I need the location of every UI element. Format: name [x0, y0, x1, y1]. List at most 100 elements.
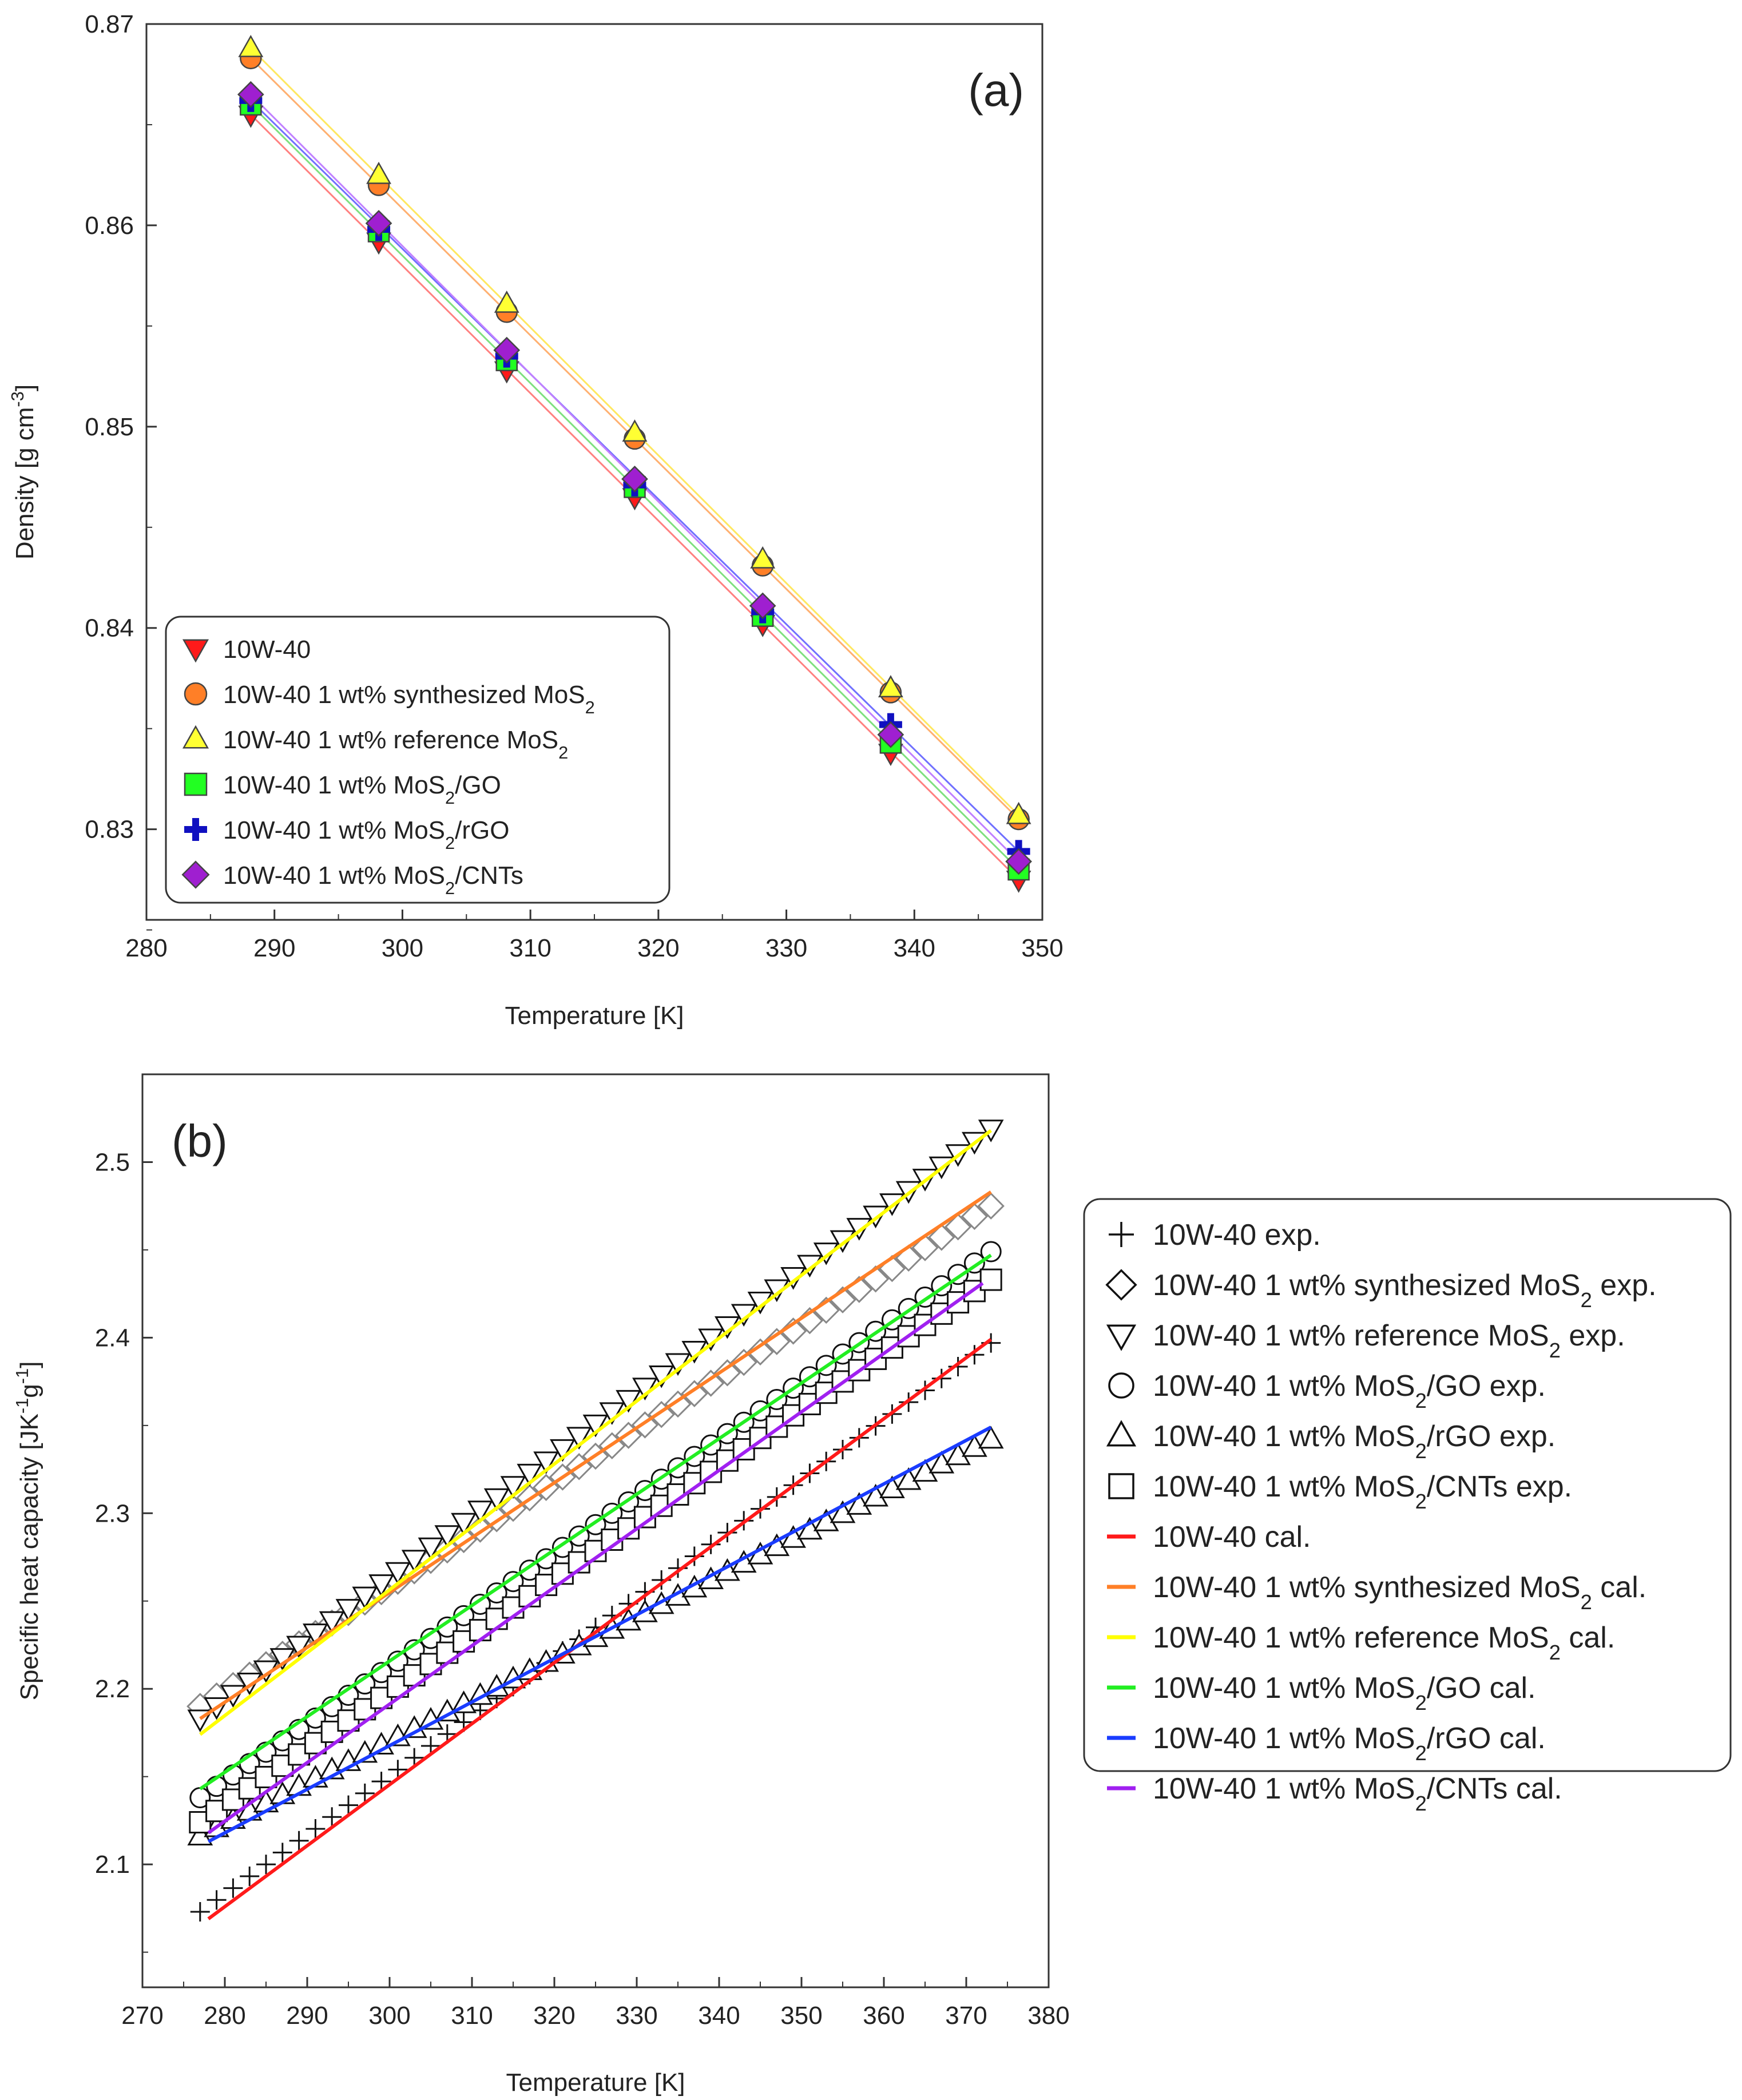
- x-tick-label: 300: [368, 2002, 410, 2030]
- data-point: [365, 210, 392, 237]
- data-point: [237, 81, 264, 108]
- data-point: [961, 1202, 989, 1230]
- legend-label: 10W-40 1 wt% reference MoS2: [223, 726, 568, 763]
- data-point: [190, 1902, 210, 1922]
- data-point: [697, 1369, 725, 1397]
- x-tick-label: 340: [698, 2002, 740, 2030]
- data-point: [319, 1611, 345, 1634]
- data-point: [305, 1819, 326, 1839]
- x-axis-title: Temperature [K]: [505, 1002, 684, 1030]
- data-point: [469, 1593, 491, 1615]
- legend-label: 10W-40 exp.: [1153, 1218, 1321, 1252]
- y-axis-title: Density [g cm-3]: [7, 384, 39, 559]
- data-point: [533, 1451, 559, 1474]
- legend-label: 10W-40 1 wt% synthesized MoS2 exp.: [1153, 1269, 1657, 1312]
- calc-line: [207, 1281, 984, 1835]
- x-tick-label: 340: [894, 934, 935, 962]
- data-point: [223, 1878, 243, 1898]
- x-tick-label: 350: [1021, 934, 1063, 962]
- data-point: [749, 592, 776, 620]
- y-tick-label: 2.3: [95, 1499, 130, 1527]
- data-point: [289, 1831, 309, 1851]
- data-point: [750, 546, 776, 569]
- legend-label: 10W-40 1 wt% synthesized MoS2: [223, 681, 595, 717]
- legend-marker: [182, 639, 209, 663]
- legend-label: 10W-40 cal.: [1153, 1521, 1311, 1554]
- legend-marker: [1108, 1372, 1134, 1399]
- x-tick-label: 330: [616, 2002, 657, 2030]
- legend-label: 10W-40 1 wt% MoS2/CNTs cal.: [1153, 1772, 1562, 1815]
- calc-line: [199, 1190, 992, 1720]
- data-point: [622, 419, 648, 442]
- panel-b-heat-capacity-chart: 270 280 290 300 310 320 330 340 350 360 370 380 2.1 2…: [12, 1073, 1732, 2097]
- data-point: [286, 1635, 312, 1659]
- data-point: [352, 1586, 378, 1610]
- x-tick-label: 270: [121, 2002, 163, 2030]
- data-point: [877, 721, 904, 748]
- data-point: [664, 1390, 692, 1418]
- legend-label: 10W-40 1 wt% MoS2/rGO cal.: [1153, 1722, 1546, 1765]
- y-tick-label: 2.4: [95, 1324, 130, 1352]
- data-point: [763, 1328, 791, 1355]
- legend-marker: [1106, 1420, 1137, 1447]
- data-point: [418, 1537, 444, 1561]
- x-tick-label: 370: [945, 2002, 987, 2030]
- legend-label: 10W-40 1 wt% synthesized MoS2 cal.: [1153, 1571, 1646, 1614]
- data-point: [681, 1380, 708, 1407]
- data-point: [256, 1855, 276, 1875]
- data-point: [322, 1807, 342, 1827]
- legend-marker: [181, 860, 210, 889]
- data-point: [388, 1760, 408, 1780]
- data-point: [355, 1783, 375, 1803]
- data-point: [288, 1743, 311, 1766]
- data-point: [779, 1317, 807, 1345]
- legend-label: 10W-40: [223, 636, 311, 664]
- x-tick-label: 320: [637, 934, 679, 962]
- data-point: [451, 1513, 477, 1536]
- x-tick-label: 330: [765, 934, 807, 962]
- y-axis-title: Specific heat capacity [JK-1g-1]: [12, 1361, 44, 1701]
- data-point: [517, 1463, 543, 1487]
- data-point: [978, 1426, 1004, 1449]
- x-tick-label: 300: [382, 934, 423, 962]
- data-point: [928, 1224, 955, 1251]
- data-point: [519, 1559, 541, 1581]
- legend-box: [165, 616, 670, 904]
- legend-label: 10W-40 1 wt% MoS2/GO: [223, 771, 501, 808]
- legend-label: 10W-40 1 wt% reference MoS2 exp.: [1153, 1319, 1625, 1362]
- y-tick-label: 2.1: [95, 1851, 130, 1879]
- legend-marker: [182, 725, 209, 749]
- legend-marker: [184, 818, 207, 841]
- data-point: [944, 1213, 972, 1241]
- legend-label: 10W-40 1 wt% MoS2/CNTs exp.: [1153, 1470, 1572, 1513]
- data-point: [339, 1795, 358, 1815]
- y-tick-label: 0.84: [85, 614, 134, 642]
- data-point: [621, 465, 648, 493]
- legend-label: 10W-40 1 wt% reference MoS2 cal.: [1153, 1621, 1615, 1664]
- data-point: [713, 1359, 741, 1387]
- legend-marker: [184, 772, 208, 796]
- panel-label: (b): [172, 1115, 228, 1166]
- y-tick-label: 0.86: [85, 212, 134, 240]
- x-tick-label: 380: [1027, 2002, 1069, 2030]
- y-tick-label: 2.5: [95, 1148, 130, 1176]
- data-point: [582, 1414, 609, 1438]
- data-point: [502, 1571, 524, 1593]
- legend-label: 10W-40 1 wt% MoS2/CNTs: [223, 862, 523, 898]
- data-point: [494, 290, 519, 313]
- data-point: [977, 1192, 1005, 1220]
- data-point: [467, 1500, 493, 1523]
- y-tick-label: 0.85: [85, 413, 134, 441]
- legend-marker: [1105, 1269, 1137, 1301]
- data-point: [207, 1890, 227, 1910]
- x-tick-label: 310: [451, 2002, 493, 2030]
- data-point: [500, 1476, 526, 1499]
- data-point: [566, 1427, 592, 1450]
- data-point: [483, 1488, 510, 1511]
- y-tick-label: 0.83: [85, 816, 134, 844]
- data-point: [385, 1562, 411, 1585]
- x-tick-label: 280: [204, 2002, 245, 2030]
- x-axis-title: Temperature [K]: [506, 2069, 685, 2097]
- data-point: [240, 1866, 260, 1886]
